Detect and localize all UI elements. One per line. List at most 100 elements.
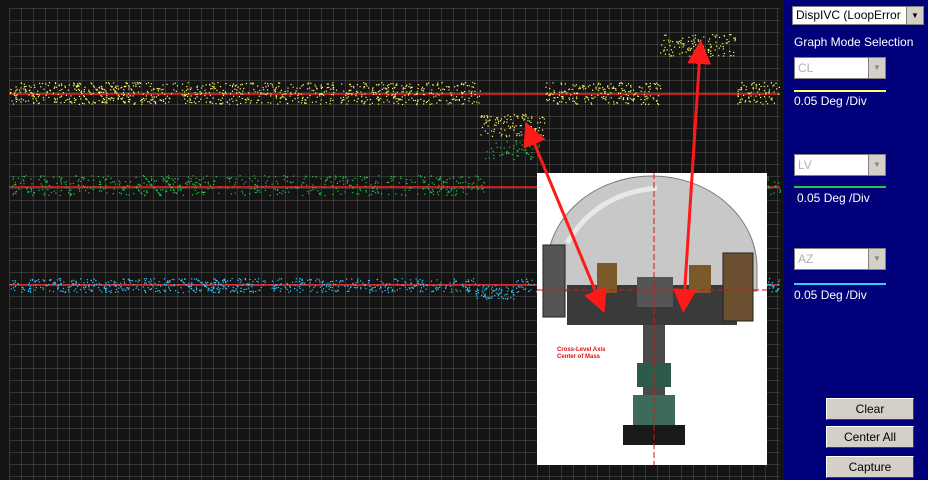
trace-point [347,100,350,102]
trace-point [577,92,579,94]
trace-point [491,135,494,137]
trace-point [271,284,273,286]
trace-point [401,91,403,93]
trace-point [423,103,425,105]
trace-point [245,102,247,104]
trace-point [519,125,521,127]
trace-point [692,54,695,57]
trace-point [195,187,197,189]
trace-point [208,288,210,290]
trace-point [78,89,80,91]
trace-point [445,285,448,287]
trace-point [14,286,16,288]
trace-point [516,115,518,117]
trace-point [386,181,389,184]
trace-point [119,182,121,184]
trace-point [773,91,775,93]
trace-point [325,102,327,104]
trace-point [337,289,339,291]
trace-point [344,191,346,193]
trace-point [770,283,772,285]
trace-point [56,101,58,103]
trace-point [506,150,508,152]
trace-point [117,94,120,96]
trace-point [175,290,177,292]
trace-point [395,98,397,100]
trace-point [530,126,532,128]
clear-button[interactable]: Clear [826,398,914,420]
dropdown-arrow-icon[interactable]: ▼ [906,7,923,24]
trace-point [232,289,234,291]
cl-combo[interactable]: CL ▼ [794,57,886,79]
trace-point [647,86,650,88]
trace-point [585,87,587,89]
trace-point [313,90,315,92]
trace-point [607,93,609,96]
trace-point [458,99,460,102]
trace-point [199,290,201,292]
chevron-down-icon[interactable]: ▼ [868,58,885,78]
trace-point [200,289,202,291]
trace-point [218,283,220,285]
trace-point [576,92,578,94]
trace-point [494,294,496,297]
trace-point [597,84,599,86]
trace-point [465,286,467,288]
az-combo[interactable]: AZ ▼ [794,248,886,270]
trace-point [355,287,357,289]
trace-point [189,101,191,103]
trace-point [670,49,672,51]
trace-point [431,291,433,293]
trace-point [373,190,375,192]
graph-mode-dropdown[interactable]: DispIVC (LoopError ▼ [792,6,924,25]
trace-point [83,284,85,286]
trace-point [708,49,710,51]
trace-point [61,177,63,179]
chevron-down-icon[interactable]: ▼ [868,249,885,269]
trace-point [755,87,757,89]
trace-point [329,103,331,105]
trace-point [548,98,550,100]
az-trace [10,278,780,300]
trace-point [610,92,612,94]
trace-point [240,280,242,282]
trace-point [693,39,695,41]
trace-point [406,91,408,93]
trace-point [249,193,251,195]
trace-point [114,183,116,185]
trace-point [113,280,115,282]
trace-point [421,281,423,283]
trace-point [298,286,300,288]
trace-point [110,177,112,179]
trace-point [248,92,250,94]
trace-point [320,99,322,101]
trace-point [60,102,62,104]
trace-point [280,283,282,285]
trace-point [46,92,48,94]
trace-point [154,180,156,182]
trace-point [756,100,758,102]
trace-point [240,287,242,289]
trace-point [446,189,448,191]
trace-point [88,285,90,287]
trace-point [167,177,170,179]
trace-point [229,99,231,101]
trace-point [772,287,774,289]
trace-point [674,46,676,48]
trace-point [280,97,282,99]
lv-combo[interactable]: LV ▼ [794,154,886,176]
chevron-down-icon[interactable]: ▼ [868,155,885,175]
trace-point [474,283,477,285]
trace-point [30,189,32,191]
trace-point [61,290,63,292]
trace-point [300,102,303,104]
trace-point [192,183,194,185]
capture-button[interactable]: Capture [826,456,914,478]
trace-point [323,288,325,290]
trace-point [128,101,130,103]
trace-point [170,189,172,191]
trace-point [507,290,509,292]
trace-point [468,177,470,179]
center-all-button[interactable]: Center All [826,426,914,448]
trace-point [176,192,178,195]
